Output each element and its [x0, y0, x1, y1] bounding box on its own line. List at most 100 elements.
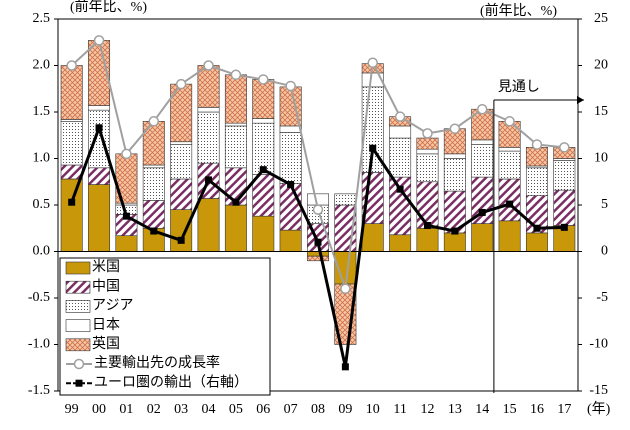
marker — [230, 69, 242, 81]
y2-tick-label: 0 — [601, 244, 608, 259]
marker — [258, 74, 269, 85]
marker — [506, 200, 514, 208]
bar-segment — [279, 183, 302, 231]
marker — [205, 176, 213, 184]
bar-segment — [142, 121, 165, 166]
bar-segment — [60, 164, 83, 180]
y2-tick-label: -5 — [596, 290, 608, 305]
x-tick-label: 01 — [119, 402, 133, 417]
y2-tick-label: -10 — [589, 337, 608, 352]
bar-segment — [60, 65, 83, 120]
marker — [121, 148, 132, 160]
bar-segment — [197, 107, 220, 113]
bar-segment — [142, 167, 165, 201]
marker — [449, 123, 461, 134]
marker — [148, 116, 160, 127]
legend-label: 米国 — [92, 259, 120, 275]
marker — [367, 57, 378, 68]
x-tick-label: 16 — [530, 402, 544, 417]
bar-segment — [416, 181, 439, 229]
y2-tick-label: 15 — [594, 104, 608, 119]
bar-segment — [389, 234, 412, 252]
x-tick-label: 10 — [366, 402, 380, 417]
legend-marker — [75, 379, 83, 387]
y2-tick-label: -15 — [589, 383, 608, 398]
bar-segment — [498, 220, 521, 252]
x-tick-label: 00 — [92, 402, 106, 417]
bar-segment — [389, 137, 412, 178]
arrow-head — [577, 96, 584, 104]
marker — [422, 128, 433, 139]
x-tick-label: 09 — [338, 402, 352, 417]
bar-segment — [471, 139, 494, 145]
bar-segment — [443, 232, 466, 252]
bar-segment — [525, 147, 548, 167]
bar-segment — [279, 125, 302, 133]
bar-segment — [279, 132, 302, 184]
marker — [122, 212, 130, 220]
legend-swatch — [65, 261, 91, 275]
y2-tick-label: 5 — [601, 197, 608, 212]
bar-segment — [416, 148, 439, 155]
x-tick-label: 15 — [503, 402, 517, 417]
bar-segment — [525, 232, 548, 252]
bar-segment — [443, 158, 466, 192]
marker — [559, 142, 570, 153]
bar-segment — [170, 209, 193, 252]
bar-segment — [307, 255, 329, 262]
bar-segment — [60, 121, 83, 166]
marker — [451, 227, 459, 235]
x-tick-label: 17 — [557, 402, 571, 417]
y-tick-label: -0.5 — [28, 290, 50, 305]
marker — [66, 60, 77, 71]
y-tick-label: 0.0 — [33, 244, 51, 259]
y2-tick-label: 20 — [594, 58, 608, 73]
bar-segment — [416, 153, 439, 183]
legend-swatch — [65, 300, 91, 313]
x-tick-label: 03 — [174, 402, 188, 417]
legend-swatch — [65, 319, 91, 332]
marker — [93, 35, 105, 46]
bar-segment — [498, 178, 521, 222]
y-label: (前年比、%) — [70, 0, 147, 15]
y-tick-label: 2.0 — [33, 58, 51, 73]
bar-segment — [389, 125, 412, 139]
y-tick-label: 1.5 — [33, 104, 51, 119]
marker — [203, 60, 214, 71]
bar-segment — [334, 193, 357, 206]
y-tick-label: 2.5 — [33, 11, 51, 26]
x-tick-label: 02 — [147, 402, 161, 417]
bar-segment — [498, 150, 521, 180]
x-tick-label: 06 — [256, 402, 270, 417]
bar-segment — [224, 74, 247, 124]
legend-label: 主要輸出先の成長率 — [94, 354, 220, 371]
x-tick-label: 11 — [393, 402, 406, 417]
marker — [369, 144, 377, 152]
y2-tick-label: 25 — [594, 11, 608, 26]
legend-label: アジア — [92, 299, 133, 314]
marker — [175, 78, 187, 90]
y-tick-label: -1.0 — [28, 337, 50, 352]
marker — [177, 236, 185, 244]
bar-segment — [553, 189, 576, 226]
marker — [396, 185, 404, 193]
x-tick-label: 12 — [420, 402, 434, 417]
bar-segment — [307, 193, 329, 206]
x-tick-label: 04 — [202, 402, 216, 417]
legend-marker — [73, 358, 85, 370]
bar-segment — [224, 125, 247, 169]
bar-segment — [88, 109, 111, 169]
marker — [314, 238, 322, 246]
x-label: (年) — [587, 401, 611, 417]
marker — [476, 103, 488, 115]
legend — [59, 257, 271, 396]
marker — [285, 80, 296, 92]
bar-segment — [88, 105, 111, 111]
marker — [68, 198, 76, 206]
marker — [531, 139, 543, 150]
legend-label: ユーロ圏の輸出（右軸） — [94, 374, 248, 390]
bar-segment — [361, 223, 384, 252]
bar-segment — [88, 167, 111, 185]
y-tick-label: 0.5 — [33, 197, 51, 212]
bar-segment — [88, 184, 111, 252]
